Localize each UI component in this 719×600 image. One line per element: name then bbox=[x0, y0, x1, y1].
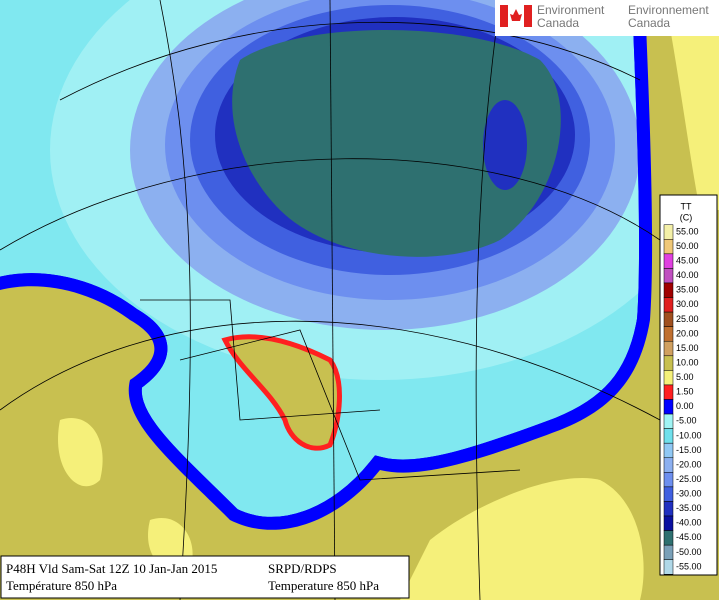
legend-swatch bbox=[663, 384, 674, 400]
logo-panel bbox=[495, 0, 719, 36]
cold-core bbox=[232, 30, 561, 257]
legend-swatch bbox=[663, 224, 674, 240]
caption-text: Température 850 hPa bbox=[6, 578, 117, 593]
legend-swatch bbox=[663, 239, 674, 255]
logo-text: Canada bbox=[628, 16, 670, 30]
legend-swatch bbox=[663, 268, 674, 284]
legend-label: -50.00 bbox=[676, 547, 702, 557]
legend-label: -45.00 bbox=[676, 532, 702, 542]
legend-swatch bbox=[663, 486, 674, 502]
legend-label: -25.00 bbox=[676, 474, 702, 484]
logo-text: Environnement bbox=[628, 3, 709, 17]
legend-swatch bbox=[663, 311, 674, 327]
legend-label: 0.00 bbox=[676, 401, 694, 411]
legend-swatch bbox=[663, 355, 674, 371]
legend-label: 45.00 bbox=[676, 256, 699, 266]
legend-swatch bbox=[663, 530, 674, 546]
legend-label: 15.00 bbox=[676, 343, 699, 353]
legend-title: (C) bbox=[680, 212, 693, 222]
logo-text: Canada bbox=[537, 16, 579, 30]
legend-title: TT bbox=[681, 201, 692, 211]
legend-swatch bbox=[663, 399, 674, 415]
legend-label: -55.00 bbox=[676, 561, 702, 571]
legend-swatch bbox=[663, 326, 674, 342]
caption-text: SRPD/RDPS bbox=[268, 561, 337, 576]
legend-items: 55.00 50.00 45.00 40.00 35.00 30.00 25.00 20.00… bbox=[663, 224, 702, 575]
flag-leaf bbox=[510, 9, 522, 21]
legend-label: -10.00 bbox=[676, 430, 702, 440]
legend-swatch bbox=[663, 340, 674, 357]
legend-label: -35.00 bbox=[676, 503, 702, 513]
legend-label: 55.00 bbox=[676, 226, 699, 236]
legend-swatch bbox=[663, 253, 674, 269]
legend-label: 20.00 bbox=[676, 328, 699, 338]
legend-swatch bbox=[663, 297, 674, 313]
legend-label: -20.00 bbox=[676, 459, 702, 469]
legend-label: 25.00 bbox=[676, 314, 699, 324]
legend-label: 10.00 bbox=[676, 357, 699, 367]
cold-field bbox=[483, 100, 527, 190]
legend-label: -15.00 bbox=[676, 445, 702, 455]
legend-swatch bbox=[663, 442, 674, 459]
legend-label: 35.00 bbox=[676, 285, 699, 295]
legend-swatch bbox=[663, 370, 674, 386]
legend-label: -30.00 bbox=[676, 489, 702, 499]
legend-label: 1.50 bbox=[676, 387, 694, 397]
legend-swatch bbox=[663, 501, 674, 517]
legend-label: 5.00 bbox=[676, 372, 694, 382]
map-lines bbox=[0, 0, 661, 600]
legend-swatch bbox=[663, 282, 674, 298]
caption-panel bbox=[0, 555, 410, 599]
caption-text: P48H Vld Sam-Sat 12Z 10 Jan-Jan 2015 bbox=[6, 561, 217, 576]
legend-swatch bbox=[663, 472, 674, 488]
legend-swatch bbox=[663, 559, 674, 575]
legend-label: 50.00 bbox=[676, 241, 699, 251]
logo-text: Environment bbox=[537, 3, 605, 17]
legend-label: -5.00 bbox=[676, 416, 697, 426]
legend-label: 30.00 bbox=[676, 299, 699, 309]
legend-swatch bbox=[663, 428, 674, 444]
legend-label: 40.00 bbox=[676, 270, 699, 280]
caption-text: Temperature 850 hPa bbox=[268, 578, 379, 593]
legend-swatch bbox=[663, 457, 674, 473]
legend-swatch bbox=[663, 544, 674, 560]
legend-swatch bbox=[663, 515, 674, 531]
legend-swatch bbox=[663, 413, 674, 429]
legend-label: -40.00 bbox=[676, 518, 702, 528]
